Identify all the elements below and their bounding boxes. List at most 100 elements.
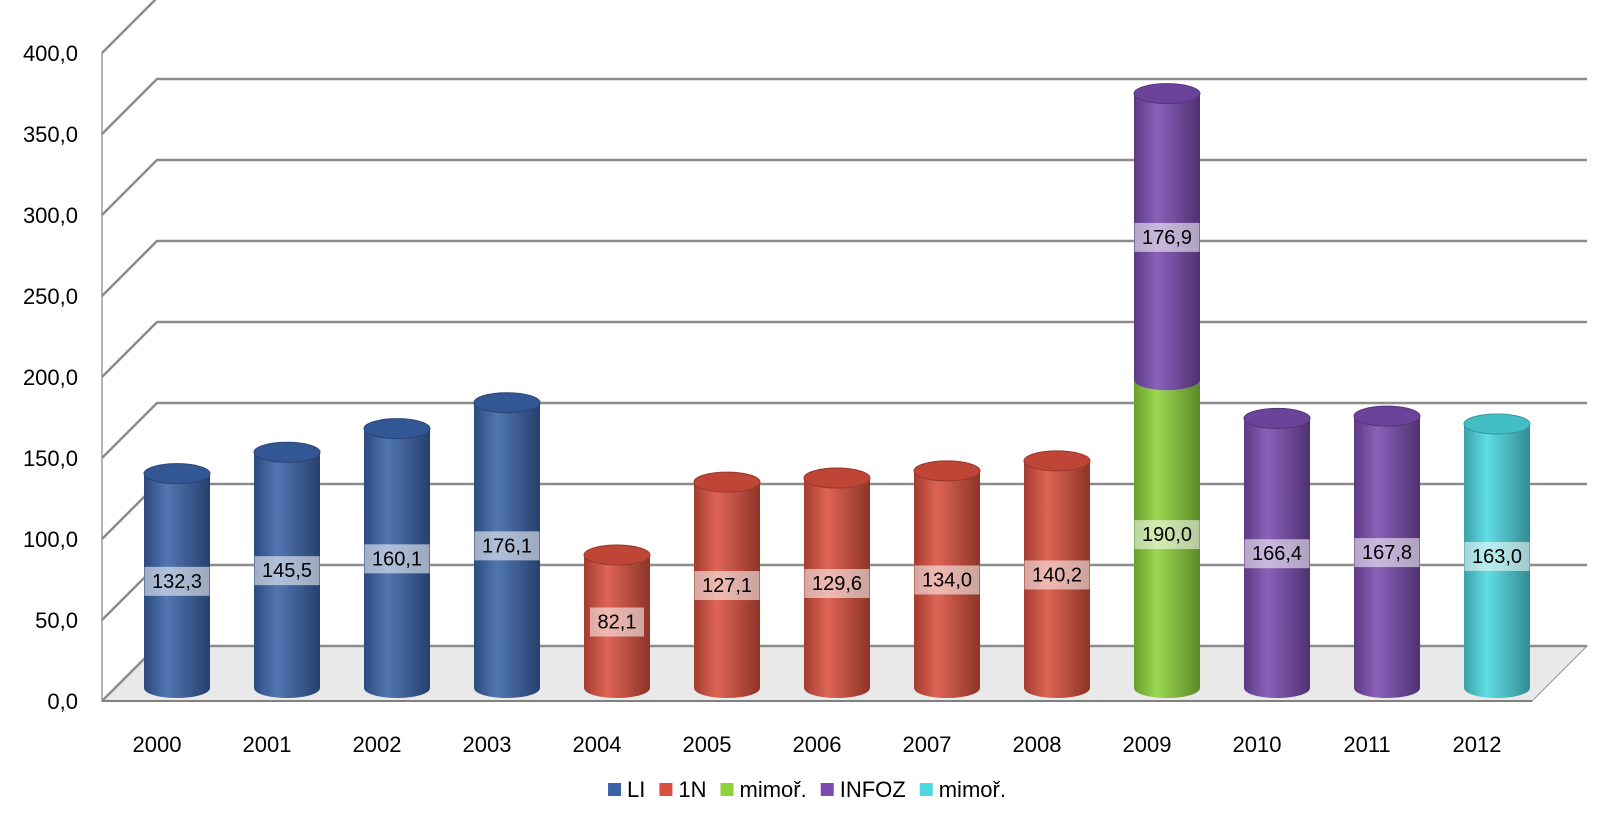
data-label-bg	[1134, 222, 1200, 252]
legend-item: 1N	[659, 777, 707, 802]
data-label-text: 176,9	[1142, 227, 1192, 249]
gridline	[101, 77, 1587, 135]
y-axis: 0,0 50,0 100,0 150,0 200,0 250,0 300,0 350,0 400…	[23, 41, 78, 714]
y-tick-label: 400,0	[23, 41, 78, 66]
bar-top	[473, 392, 541, 414]
legend-swatch	[720, 783, 734, 796]
data-label-text: 140,2	[1032, 564, 1082, 586]
gridline	[101, 158, 1587, 216]
x-tick-label: 2006	[793, 732, 842, 757]
data-label: 82,1	[590, 607, 644, 637]
bar-top	[253, 441, 321, 463]
x-axis: 2000 2001 2002 2003 2004 2005 2006 2007 2008 2009…	[102, 700, 1532, 757]
data-label-bg	[804, 569, 870, 599]
legend-item: mimoř.	[919, 777, 1006, 802]
bar-top	[1243, 407, 1311, 429]
data-label-text: 190,0	[1142, 524, 1192, 546]
data-label-bg	[474, 531, 540, 561]
data-label-text: 127,1	[702, 575, 752, 597]
data-label-bg	[1134, 520, 1200, 550]
x-tick-label: 2002	[353, 732, 402, 757]
data-label-bg	[1024, 560, 1090, 590]
legend-label: INFOZ	[840, 777, 906, 802]
x-tick-label: 2001	[243, 732, 292, 757]
bar-top	[1023, 450, 1091, 472]
data-label: 145,5	[254, 556, 320, 586]
data-label-text: 163,0	[1472, 546, 1522, 568]
legend: LI 1N mimoř. INFOZ mimoř.	[608, 777, 1006, 802]
data-label-bg	[1354, 538, 1420, 568]
x-tick-label: 2010	[1233, 732, 1282, 757]
bar-top	[803, 467, 871, 489]
data-label: 190,0	[1134, 520, 1200, 550]
x-tick-label: 2007	[903, 732, 952, 757]
data-label-bg	[1464, 541, 1530, 571]
data-label-text: 167,8	[1362, 542, 1412, 564]
data-label-text: 82,1	[598, 611, 637, 633]
y-tick-label: 250,0	[23, 284, 78, 309]
y-tick-label: 100,0	[23, 527, 78, 552]
data-label-text: 176,1	[482, 535, 532, 557]
data-label-text: 160,1	[372, 548, 422, 570]
y-tick-label: 200,0	[23, 365, 78, 390]
legend-label: mimoř.	[740, 777, 807, 802]
y-tick-label: 300,0	[23, 203, 78, 228]
data-label: 176,1	[474, 531, 540, 561]
legend-swatch	[659, 783, 673, 796]
legend-item: INFOZ	[820, 777, 906, 802]
data-label: 129,6	[804, 569, 870, 599]
y-tick-label: 0,0	[47, 689, 78, 714]
bar-top	[913, 460, 981, 482]
bar-top	[693, 471, 761, 493]
bar-top	[143, 463, 211, 485]
bar-top	[1353, 405, 1421, 427]
data-label: 134,0	[914, 565, 980, 595]
data-label-bg	[254, 556, 320, 586]
bar-top	[1133, 83, 1201, 105]
bar-top	[363, 418, 431, 440]
y-tick-label: 50,0	[35, 608, 78, 633]
legend-label: 1N	[678, 777, 706, 802]
data-label: 166,4	[1244, 539, 1310, 569]
legend-label: LI	[627, 777, 645, 802]
data-label-bg	[914, 565, 980, 595]
x-tick-label: 2012	[1453, 732, 1502, 757]
legend-item: LI	[608, 777, 645, 802]
data-label: 163,0	[1464, 541, 1530, 571]
data-label-text: 129,6	[812, 573, 862, 595]
x-tick-label: 2005	[683, 732, 732, 757]
data-label-bg	[364, 544, 430, 574]
data-label: 176,9	[1134, 222, 1200, 252]
x-tick-label: 2009	[1123, 732, 1172, 757]
data-label-bg	[590, 607, 644, 637]
x-tick-label: 2008	[1013, 732, 1062, 757]
data-label-text: 145,5	[262, 560, 312, 582]
data-label-bg	[1244, 539, 1310, 569]
legend-label: mimoř.	[939, 777, 1006, 802]
data-label: 160,1	[364, 544, 430, 574]
data-label-bg	[694, 571, 760, 601]
gridline	[101, 0, 157, 54]
gridline	[101, 239, 1587, 297]
bar-top	[583, 544, 651, 566]
data-label-text: 134,0	[922, 569, 972, 591]
gridline	[101, 320, 1587, 378]
x-tick-label: 2000	[133, 732, 182, 757]
bars	[143, 83, 1531, 698]
gridline	[101, 401, 1587, 459]
legend-swatch	[820, 783, 834, 796]
legend-swatch	[608, 783, 622, 796]
legend-item: mimoř.	[720, 777, 807, 802]
data-labels: 132,3 145,5 160,1 176,1 82,1 127,1 129,6 134,0 1…	[144, 222, 1530, 637]
data-label-text: 132,3	[152, 571, 202, 593]
x-tick-label: 2003	[463, 732, 512, 757]
y-tick-label: 350,0	[23, 122, 78, 147]
data-label: 127,1	[694, 571, 760, 601]
x-tick-label: 2011	[1343, 732, 1390, 757]
data-label: 132,3	[144, 566, 210, 596]
data-label-text: 166,4	[1252, 543, 1302, 565]
legend-swatch	[919, 783, 933, 796]
data-label-bg	[144, 566, 210, 596]
bar-top	[1463, 413, 1531, 435]
